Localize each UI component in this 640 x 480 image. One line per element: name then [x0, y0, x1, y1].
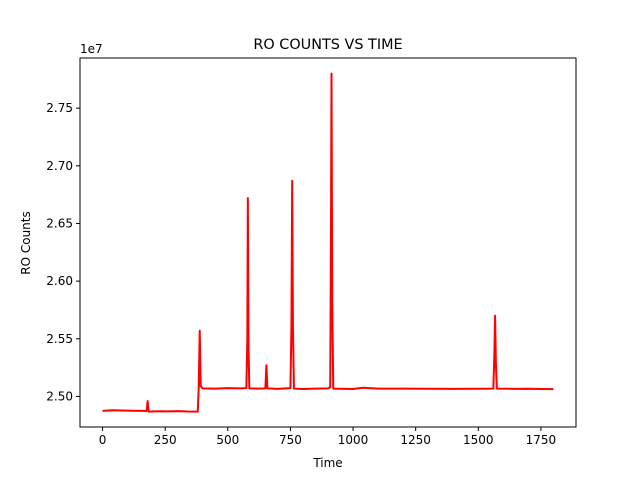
x-tick-label: 1250 [400, 433, 431, 447]
plot-frame [79, 57, 577, 428]
x-tick-label: 250 [154, 433, 177, 447]
y-tick-label: 2.60 [46, 274, 73, 288]
chart-title: RO COUNTS VS TIME [253, 37, 402, 53]
x-axis-label: Time [312, 456, 342, 470]
y-tick-label: 2.75 [46, 101, 73, 115]
x-tick-label: 500 [216, 433, 239, 447]
x-tick-label: 0 [99, 433, 107, 447]
x-tick-label: 750 [279, 433, 302, 447]
x-tick-label: 1500 [463, 433, 494, 447]
y-axis-label: RO Counts [19, 211, 33, 275]
x-tick-label: 1000 [338, 433, 369, 447]
y-tick-label: 2.70 [46, 159, 73, 173]
y-tick-label: 2.50 [46, 389, 73, 403]
plot-area: 0 250 500 750 1000 1250 1500 1750 2.50 2.55 2.60 2.… [46, 57, 577, 447]
series-line-0 [102, 72, 554, 413]
y-tick-label: 2.65 [46, 216, 73, 230]
y-tick-label: 2.55 [46, 332, 73, 346]
x-tick-label: 1750 [526, 433, 557, 447]
y-offset-label: 1e7 [80, 42, 103, 56]
